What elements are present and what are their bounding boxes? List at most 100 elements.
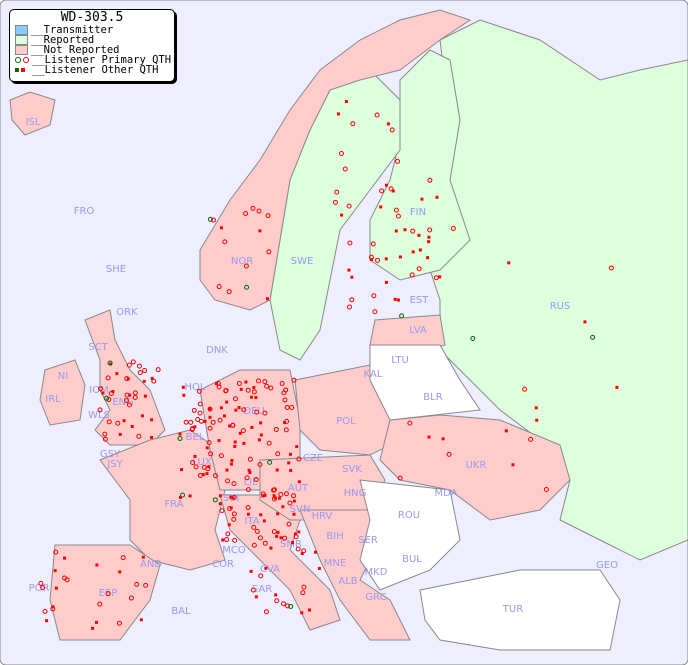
listener-primary-marker (247, 456, 253, 462)
country-nor (199, 9, 472, 311)
listener-other-marker (249, 569, 253, 573)
listener-primary-marker (251, 389, 257, 395)
listener-other-marker (128, 393, 132, 397)
listener-other-marker (221, 538, 225, 542)
country-fin (369, 49, 471, 281)
country-label-esp: ESP (99, 588, 118, 599)
listener-primary-marker (230, 422, 236, 428)
listener-other-marker (208, 407, 212, 411)
listener-other-marker (261, 494, 265, 498)
country-label-eng: ENG (112, 397, 134, 408)
listener-other-marker (252, 386, 256, 390)
listener-primary-marker (256, 378, 262, 384)
listener-primary-marker (274, 598, 280, 604)
listener-primary-marker (120, 555, 126, 561)
listener-primary-marker (257, 462, 263, 468)
listener-other-marker (227, 523, 231, 527)
country-irl (39, 359, 86, 426)
listener-primary-marker (143, 582, 149, 588)
listener-primary-marker (62, 575, 68, 581)
listener-primary-marker (409, 272, 415, 278)
listener-primary-marker (136, 433, 142, 439)
listener-other-marker (297, 480, 301, 484)
listener-other-marker (122, 419, 126, 423)
listener-primary-marker (241, 407, 247, 413)
listener-primary-marker (243, 263, 249, 269)
listener-primary-marker (273, 426, 279, 432)
country-label-fin: FIN (410, 207, 426, 218)
listener-other-marker (262, 519, 266, 523)
listener-other-marker (178, 495, 182, 499)
listener-other-marker (289, 468, 293, 472)
listener-primary-marker (427, 177, 433, 183)
country-label-dnk: DNK (206, 345, 228, 356)
listener-primary-marker (136, 363, 142, 369)
listener-other-marker (182, 393, 186, 397)
listener-other-marker (139, 618, 143, 622)
listener-primary-marker (275, 451, 281, 457)
listener-other-marker (228, 424, 232, 428)
listener-primary-marker (301, 584, 307, 590)
listener-primary-marker (375, 257, 381, 263)
listener-primary-marker (470, 335, 476, 341)
listener-primary-marker (370, 241, 376, 247)
listener-primary-marker (334, 189, 340, 195)
listener-primary-marker (349, 297, 355, 303)
listener-primary-marker (271, 487, 277, 493)
listener-primary-marker (251, 542, 257, 548)
legend-item: __Not Reported (10, 45, 174, 55)
listener-primary-marker (225, 478, 231, 484)
listener-primary-marker (245, 505, 251, 511)
listener-primary-marker (217, 417, 223, 423)
country-label-hng: HNG (344, 488, 367, 499)
listener-other-marker (295, 445, 299, 449)
listener-primary-marker (262, 540, 268, 546)
listener-other-marker (384, 183, 388, 187)
legend-label: __Transmitter (31, 24, 114, 36)
listener-primary-marker (288, 603, 294, 609)
country-label-she: SHE (106, 264, 126, 275)
country-label-alb: ALB (338, 576, 357, 587)
listener-primary-marker (142, 368, 148, 374)
listener-primary-marker (295, 546, 301, 552)
listener-primary-marker (296, 456, 302, 462)
listener-other-marker (118, 432, 122, 436)
listener-primary-marker (240, 428, 246, 434)
listener-other-marker (314, 550, 318, 554)
listener-primary-marker (212, 497, 218, 503)
listener-other-marker (254, 396, 258, 400)
listener-other-marker (244, 380, 248, 384)
listener-other-marker (63, 556, 67, 560)
listener-primary-marker (338, 150, 344, 156)
listener-primary-marker (245, 387, 251, 393)
legend-item: __Listener Other QTH (10, 65, 174, 75)
listener-other-marker (205, 472, 209, 476)
listener-other-marker (300, 551, 304, 555)
legend-label: __Listener Other QTH (32, 64, 159, 76)
listener-primary-marker (243, 210, 249, 216)
listener-primary-marker (196, 388, 202, 394)
country-tur (419, 569, 621, 651)
listener-other-marker (391, 189, 395, 193)
listener-primary-marker (206, 440, 212, 446)
listener-other-marker (386, 122, 390, 126)
listener-primary-marker (278, 491, 284, 497)
listener-primary-marker (262, 410, 268, 416)
legend-label: __Listener Primary QTH (32, 54, 172, 66)
listener-other-marker (203, 419, 207, 423)
country-label-bel: BEL (186, 432, 205, 443)
listener-other-marker (178, 432, 182, 436)
listener-primary-marker (104, 395, 110, 401)
listener-primary-marker (346, 304, 352, 310)
listener-other-marker (379, 205, 383, 209)
listener-other-marker (250, 425, 254, 429)
listener-primary-marker (342, 166, 348, 172)
listener-primary-marker (244, 475, 250, 481)
listener-other-marker (394, 229, 398, 233)
listener-other-marker (384, 280, 388, 284)
listener-other-marker (427, 240, 431, 244)
listener-other-marker (350, 275, 354, 279)
country-label-gsy: GSY (100, 449, 121, 460)
listener-primary-marker (213, 473, 219, 479)
country-label-blr: BLR (423, 392, 442, 403)
